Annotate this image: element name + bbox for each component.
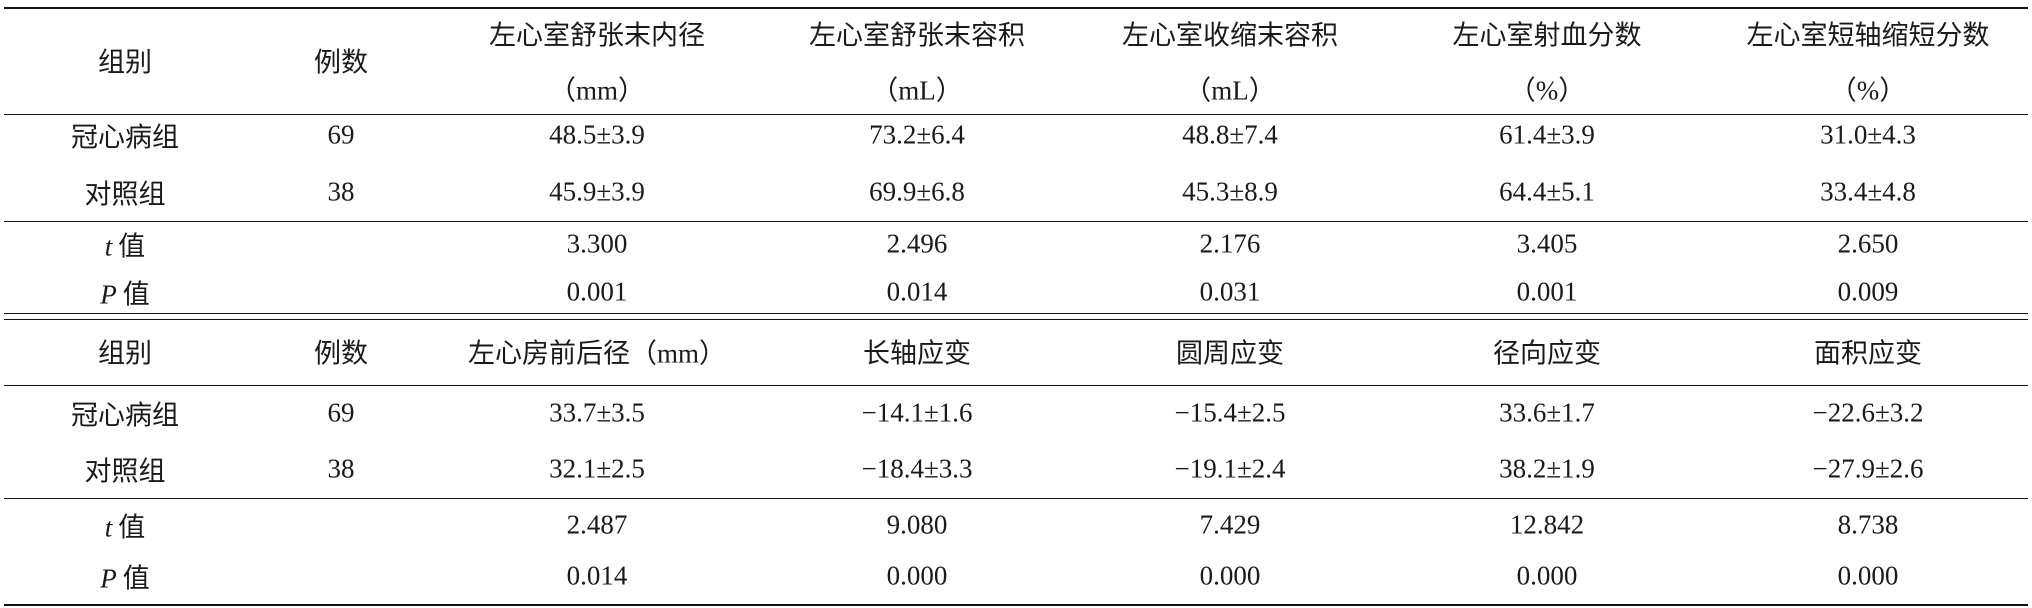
column-header: 例数 xyxy=(314,338,368,369)
table-cell: 33.7±3.5 xyxy=(549,397,645,428)
stat-word: 值 xyxy=(122,563,150,594)
table-cell: 32.1±2.5 xyxy=(549,453,645,484)
column-header: 左心室短轴缩短分数 xyxy=(1746,20,1990,51)
stat-value: 0.001 xyxy=(566,276,628,307)
table-cell: 48.8±7.4 xyxy=(1182,119,1278,150)
table-cell: 对照组 xyxy=(84,179,166,210)
stat-value: 2.496 xyxy=(886,228,948,259)
stat-value: 0.000 xyxy=(1199,560,1261,591)
stat-value: 2.650 xyxy=(1837,228,1899,259)
table-cell: 45.9±3.9 xyxy=(549,176,645,207)
column-header: 例数 xyxy=(314,47,368,78)
stat-value: 12.842 xyxy=(1509,509,1585,540)
table-cell: 69 xyxy=(327,397,355,428)
column-unit: （%） xyxy=(1508,75,1586,106)
column-header: 径向应变 xyxy=(1493,338,1601,369)
stat-value: 8.738 xyxy=(1837,509,1899,540)
column-header: 左心室舒张末容积 xyxy=(809,20,1025,51)
table-cell: 冠心病组 xyxy=(71,400,179,431)
table-cell: 冠心病组 xyxy=(71,122,179,153)
stat-value: 7.429 xyxy=(1199,509,1261,540)
stat-value: 3.405 xyxy=(1516,228,1578,259)
stat-symbol: P xyxy=(100,563,117,594)
column-header: 面积应变 xyxy=(1814,338,1922,369)
table-cell: −15.4±2.5 xyxy=(1174,397,1286,428)
table-cell: 对照组 xyxy=(84,456,166,487)
table-cell: −27.9±2.6 xyxy=(1812,453,1924,484)
table-cell: 69 xyxy=(327,119,355,150)
rule xyxy=(4,114,2028,115)
table-cell: 38.2±1.9 xyxy=(1499,453,1595,484)
table-cell: 31.0±4.3 xyxy=(1820,119,1916,150)
column-header: 左心室收缩末容积 xyxy=(1122,20,1338,51)
stat-value: 9.080 xyxy=(886,509,948,540)
table-cell: 69.9±6.8 xyxy=(869,176,965,207)
stat-value: 0.031 xyxy=(1199,276,1261,307)
column-header: 左心房前后径（mm） xyxy=(467,338,727,369)
table-cell: 33.6±1.7 xyxy=(1499,397,1595,428)
table-cell: 61.4±3.9 xyxy=(1499,119,1595,150)
table-cell: 45.3±8.9 xyxy=(1182,176,1278,207)
stat-value: 0.014 xyxy=(566,560,628,591)
stat-word: 值 xyxy=(122,279,150,310)
rule xyxy=(4,319,2028,320)
stat-value: 2.176 xyxy=(1199,228,1261,259)
table-cell: 38 xyxy=(327,453,355,484)
stat-value: 0.001 xyxy=(1516,276,1578,307)
rule xyxy=(4,498,2028,499)
column-unit: （mL） xyxy=(1184,75,1276,106)
stat-value: 0.000 xyxy=(1516,560,1578,591)
table-cell: 64.4±5.1 xyxy=(1499,176,1595,207)
column-unit: （%） xyxy=(1829,75,1907,106)
stat-symbol: P xyxy=(100,279,117,310)
stat-value: 3.300 xyxy=(566,228,628,259)
column-header: 左心室射血分数 xyxy=(1452,20,1642,51)
rule xyxy=(4,313,2028,314)
stat-symbol: t xyxy=(104,231,113,262)
column-header: 组别 xyxy=(98,338,152,369)
column-header: 圆周应变 xyxy=(1176,338,1284,369)
stat-value: 0.009 xyxy=(1837,276,1899,307)
rule xyxy=(4,7,2028,9)
stat-word: 值 xyxy=(118,231,146,262)
stat-word: 值 xyxy=(118,512,146,543)
column-header: 长轴应变 xyxy=(863,338,971,369)
table-cell: −18.4±3.3 xyxy=(861,453,973,484)
rule xyxy=(4,221,2028,222)
rule xyxy=(4,385,2028,386)
stat-value: 2.487 xyxy=(566,509,628,540)
column-header: 组别 xyxy=(98,47,152,78)
table-cell: −14.1±1.6 xyxy=(861,397,973,428)
table-cell: 38 xyxy=(327,176,355,207)
table-cell: −19.1±2.4 xyxy=(1174,453,1286,484)
table-cell: 33.4±4.8 xyxy=(1820,176,1916,207)
stat-symbol: t xyxy=(104,512,113,543)
rule xyxy=(4,604,2028,606)
table-cell: −22.6±3.2 xyxy=(1812,397,1924,428)
column-header: 左心室舒张末内径 xyxy=(489,20,705,51)
column-unit: （mm） xyxy=(548,75,646,106)
column-unit: （mL） xyxy=(871,75,963,106)
stat-value: 0.000 xyxy=(1837,560,1899,591)
table-cell: 73.2±6.4 xyxy=(869,119,965,150)
table-cell: 48.5±3.9 xyxy=(549,119,645,150)
stat-value: 0.000 xyxy=(886,560,948,591)
stat-value: 0.014 xyxy=(886,276,948,307)
